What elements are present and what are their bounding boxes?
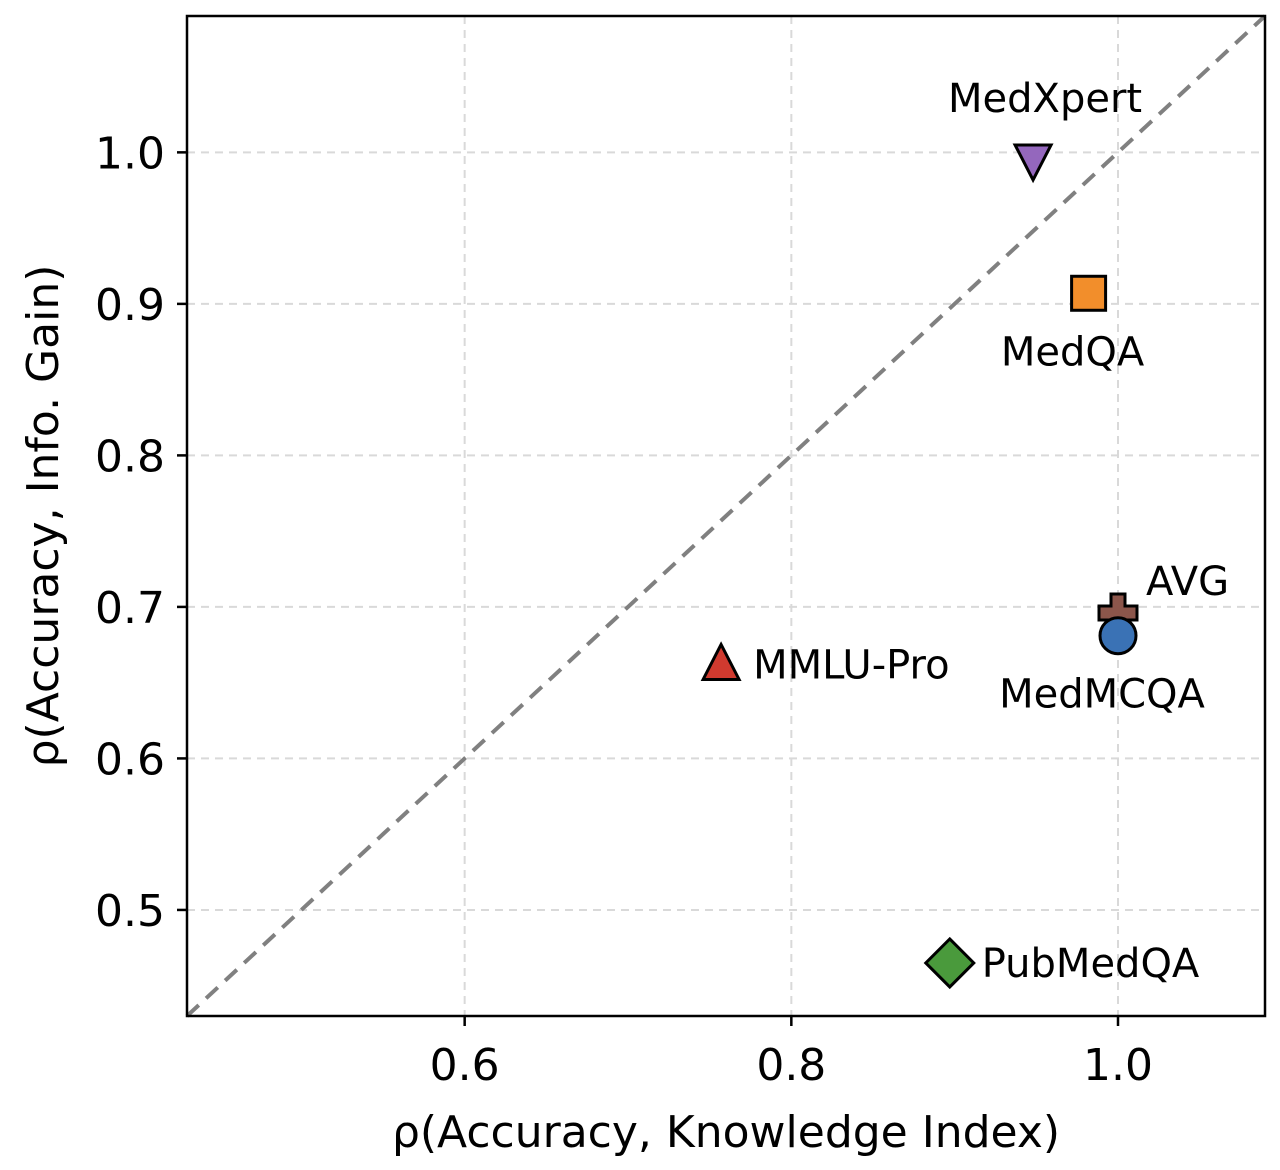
point-label: MedQA [1001, 329, 1145, 375]
y-tick-label: 0.6 [95, 734, 165, 785]
x-tick-label: 0.6 [430, 1040, 500, 1091]
identity-line [185, 14, 1267, 1018]
axis-ticks: 0.6 0.8 1.0 0.5 0.6 0.7 0.8 0.9 1.0 [95, 128, 1153, 1091]
point-label: AVG [1146, 559, 1229, 605]
data-points: MedXpert MedQA AVG MedMCQA MMLU-Pro PubMedQA [700, 76, 1229, 990]
y-tick-label: 1.0 [95, 128, 165, 179]
y-axis-label: ρ(Accuracy, Info. Gain) [18, 265, 69, 768]
medmcqa-marker [1098, 616, 1138, 656]
point-label: MMLU-Pro [753, 642, 949, 688]
y-tick-label: 0.9 [95, 280, 165, 331]
point-label: MedXpert [948, 76, 1142, 122]
plot-frame [185, 14, 1267, 1018]
point-label: PubMedQA [982, 941, 1200, 987]
x-tick-label: 0.8 [756, 1040, 826, 1091]
diagonal-reference [185, 14, 1267, 1018]
x-tick-label: 1.0 [1083, 1040, 1153, 1091]
y-tick-label: 0.5 [95, 886, 165, 937]
point-label: MedMCQA [999, 672, 1205, 718]
medxpert-marker [1012, 143, 1054, 184]
y-tick-label: 0.7 [95, 583, 165, 634]
pubmedqa-marker [923, 936, 976, 990]
x-axis-label: ρ(Accuracy, Knowledge Index) [392, 1107, 1060, 1158]
y-tick-label: 0.8 [95, 431, 165, 482]
medqa-marker [1070, 274, 1108, 312]
mmlu-pro-marker [700, 641, 742, 681]
